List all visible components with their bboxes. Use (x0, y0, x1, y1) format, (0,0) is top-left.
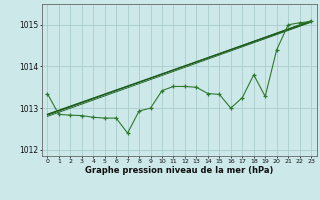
X-axis label: Graphe pression niveau de la mer (hPa): Graphe pression niveau de la mer (hPa) (85, 166, 273, 175)
